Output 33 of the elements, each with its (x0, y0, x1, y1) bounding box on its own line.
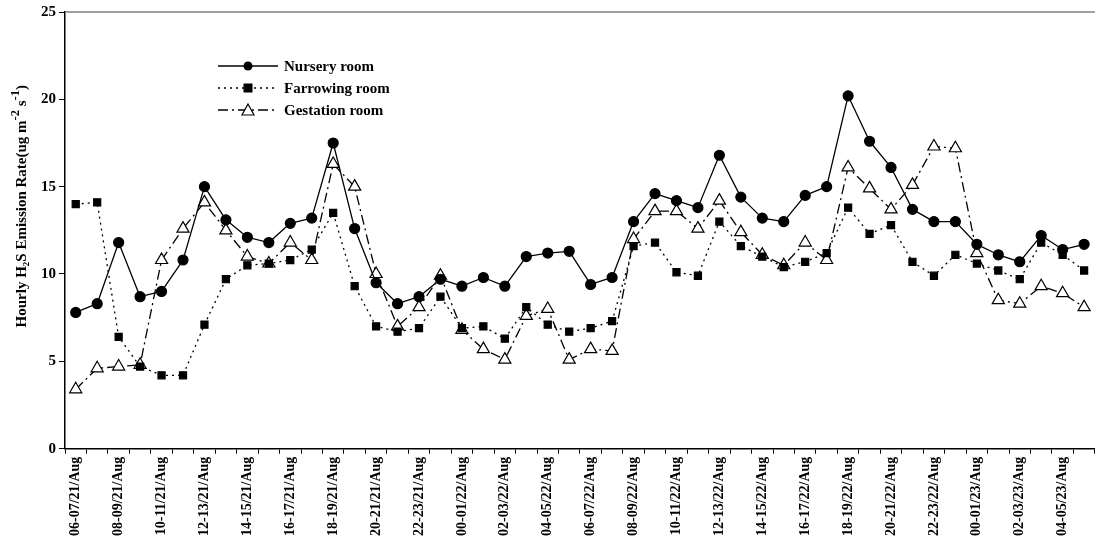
y-tick-label: 10 (41, 264, 56, 281)
x-tick-label: 10-11/22/Aug (668, 456, 684, 536)
x-tick-label: 02-03/23/Aug (1011, 456, 1027, 537)
x-tick-label: 04-05/22/Aug (539, 456, 555, 537)
x-tick-label: 12-13/22/Aug (710, 456, 726, 537)
x-tick-label: 00-01/23/Aug (968, 456, 984, 537)
x-tick-label: 10-11/21/Aug (153, 456, 169, 536)
x-tick-label: 20-21/21/Aug (367, 456, 383, 537)
x-tick-label: 18-19/21/Aug (324, 456, 340, 537)
x-tick-label: 08-09/22/Aug (625, 456, 641, 537)
x-tick-label: 00-01/22/Aug (453, 456, 469, 537)
x-tick-label: 02-03/22/Aug (496, 456, 512, 537)
y-tick-label: 0 (48, 439, 56, 456)
y-tick-label: 5 (48, 352, 56, 369)
x-tick-label: 08-09/21/Aug (110, 456, 126, 537)
x-tick-label: 04-05/23/Aug (1054, 456, 1070, 537)
y-tick-label: 25 (41, 2, 56, 19)
y-tick-label: 20 (41, 90, 56, 107)
x-tick-label: 16-17/21/Aug (281, 456, 297, 537)
x-tick-label: 06-07/22/Aug (582, 456, 598, 537)
x-tick-label: 06-07/21/Aug (67, 456, 83, 537)
x-tick-label: 22-23/21/Aug (410, 456, 426, 537)
y-tick-label: 15 (41, 177, 56, 194)
x-tick-label: 14-15/22/Aug (753, 456, 769, 537)
x-tick-label: 22-23/22/Aug (925, 456, 941, 537)
legend-label: Gestation room (284, 101, 384, 119)
legend-label: Farrowing room (284, 79, 390, 97)
x-tick-label: 14-15/21/Aug (238, 456, 254, 537)
x-tick-label: 12-13/21/Aug (196, 456, 212, 537)
x-tick-label: 18-19/22/Aug (839, 456, 855, 537)
x-tick-label: 16-17/22/Aug (796, 456, 812, 537)
legend-label: Nursery room (284, 57, 375, 75)
x-tick-label: 20-21/22/Aug (882, 456, 898, 537)
